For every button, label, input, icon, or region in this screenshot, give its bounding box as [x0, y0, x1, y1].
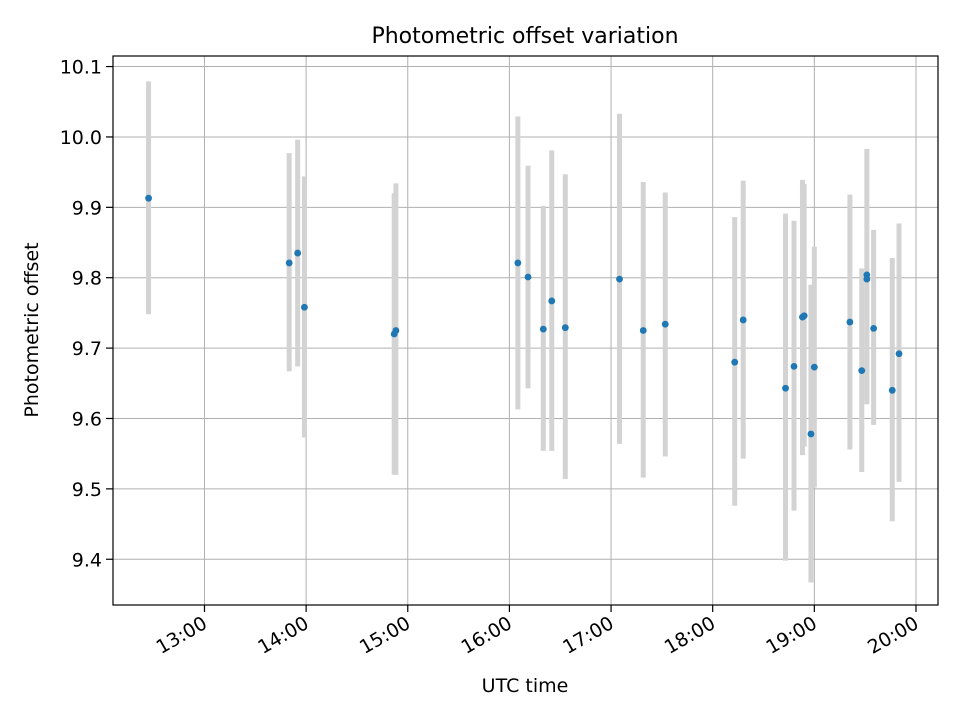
y-tick-label: 9.5	[72, 479, 102, 501]
y-tick-label: 9.4	[72, 549, 102, 571]
y-tick-label: 9.9	[72, 197, 102, 219]
data-point	[145, 194, 152, 202]
data-point	[548, 297, 556, 305]
data-point	[846, 318, 854, 326]
data-point	[392, 327, 400, 334]
data-point	[514, 259, 522, 267]
data-point	[294, 249, 302, 257]
data-point	[790, 362, 798, 370]
data-point	[810, 363, 818, 371]
x-axis-label: UTC time	[482, 675, 569, 697]
data-point	[782, 384, 789, 392]
data-point	[895, 350, 903, 358]
data-point	[807, 430, 815, 438]
data-points	[145, 194, 903, 438]
data-point	[888, 386, 896, 394]
data-point	[524, 273, 532, 281]
y-tick-label: 10.0	[60, 127, 102, 149]
data-point	[858, 367, 866, 375]
data-point	[661, 320, 669, 328]
data-point	[800, 312, 808, 320]
chart-title: Photometric offset variation	[371, 24, 678, 49]
data-point	[285, 259, 293, 267]
data-point	[731, 358, 739, 366]
y-tick-label: 9.7	[72, 338, 102, 360]
data-point	[639, 327, 647, 334]
data-point	[870, 324, 878, 332]
data-point	[616, 275, 623, 283]
data-point	[561, 324, 569, 332]
y-tick-label: 10.1	[60, 57, 102, 79]
y-tick-label: 9.8	[72, 268, 102, 290]
data-point	[539, 325, 547, 333]
data-point	[739, 316, 747, 324]
y-tick-label: 9.6	[72, 408, 102, 430]
plot-frame	[112, 55, 939, 606]
data-point	[301, 303, 308, 311]
y-axis: 9.4 9.5 9.6 9.7 9.8 9.9 10.0 10.1	[60, 57, 113, 571]
data-point	[863, 275, 871, 283]
y-axis-label: Photometric offset	[21, 242, 43, 417]
